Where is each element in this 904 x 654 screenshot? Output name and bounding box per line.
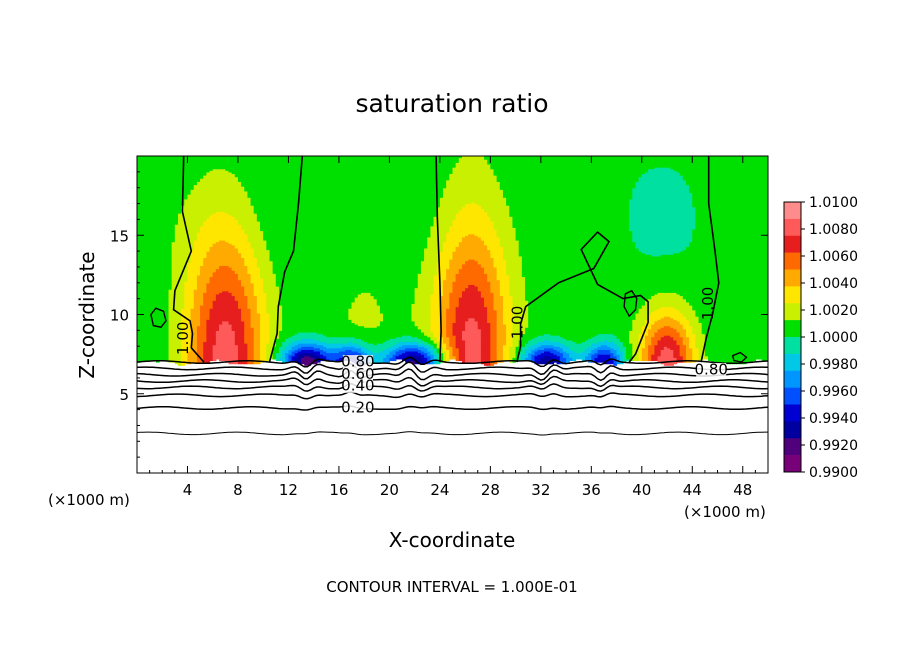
x-tick-label: 12	[279, 481, 298, 499]
contour-label: 1.00	[174, 322, 192, 355]
colorbar-swatch	[784, 421, 801, 438]
colorbar-swatch	[784, 455, 801, 472]
colorbar-swatch	[784, 253, 801, 270]
contour-0-60	[137, 369, 768, 380]
colorbar-swatch	[784, 320, 801, 337]
colorbar-swatch	[784, 303, 801, 320]
x-tick-label: 4	[183, 481, 193, 499]
colorbar-label: 1.0100	[809, 195, 858, 211]
colorbar-label: 0.9900	[809, 465, 858, 481]
x-tick-label: 20	[380, 481, 399, 499]
x-tick-label: 32	[531, 481, 550, 499]
colorbar-label: 1.0080	[809, 222, 858, 238]
contour-label: 0.20	[341, 399, 374, 417]
x-unit-left: (×1000 m)	[48, 491, 130, 509]
colorbar-label: 0.9960	[809, 384, 858, 400]
colorbar-label: 1.0060	[809, 249, 858, 265]
contour-interval-note: CONTOUR INTERVAL = 1.000E-01	[326, 578, 577, 596]
x-tick-label: 40	[632, 481, 651, 499]
saturation-field	[137, 156, 769, 366]
contour-label: 0.80	[695, 360, 728, 378]
colorbar-swatch	[784, 354, 801, 371]
x-tick-label: 24	[430, 481, 449, 499]
x-tick-label: 16	[329, 481, 348, 499]
colorbar-swatch	[784, 236, 801, 253]
colorbar-swatch	[784, 371, 801, 388]
chart-title: saturation ratio	[355, 89, 548, 118]
y-tick-label: 15	[110, 227, 129, 245]
contour-0-30	[137, 392, 768, 399]
colorbar-label: 1.0000	[809, 330, 858, 346]
x-unit-right: (×1000 m)	[684, 503, 766, 521]
colorbar-swatch	[784, 286, 801, 303]
contour-0-50	[137, 377, 768, 387]
colorbar-swatch	[784, 270, 801, 287]
contour-0-40	[137, 384, 768, 391]
x-tick-label: 28	[481, 481, 500, 499]
y-tick-label: 10	[110, 307, 129, 325]
x-tick-label: 8	[233, 481, 243, 499]
colorbar-label: 0.9940	[809, 411, 858, 427]
x-tick-label: 48	[733, 481, 752, 499]
x-tick-label: 44	[683, 481, 702, 499]
x-tick-label: 36	[582, 481, 601, 499]
colorbar-swatch	[784, 202, 801, 219]
colorbar-swatch	[784, 337, 801, 354]
x-axis-label: X-coordinate	[389, 528, 516, 552]
contour-label: 0.40	[341, 376, 374, 394]
y-tick-label: 5	[119, 386, 129, 404]
colorbar-swatch	[784, 219, 801, 236]
contour-0-10	[137, 432, 768, 435]
colorbar-label: 1.0040	[809, 276, 858, 292]
y-axis-label: Z-coordinate	[75, 251, 99, 378]
colorbar: 1.0100 1.0080 1.0060 1.0040 1.0020 1.0000 0.99…	[784, 195, 858, 481]
colorbar-label: 0.9920	[809, 438, 858, 454]
colorbar-label: 1.0020	[809, 303, 858, 319]
contour-label: 1.00	[699, 287, 717, 320]
colorbar-label: 0.9980	[809, 357, 858, 373]
contour-label: 1.00	[509, 306, 527, 339]
colorbar-swatch	[784, 438, 801, 455]
colorbar-swatch	[784, 405, 801, 422]
colorbar-swatch	[784, 388, 801, 405]
contour-0-20	[137, 406, 768, 410]
